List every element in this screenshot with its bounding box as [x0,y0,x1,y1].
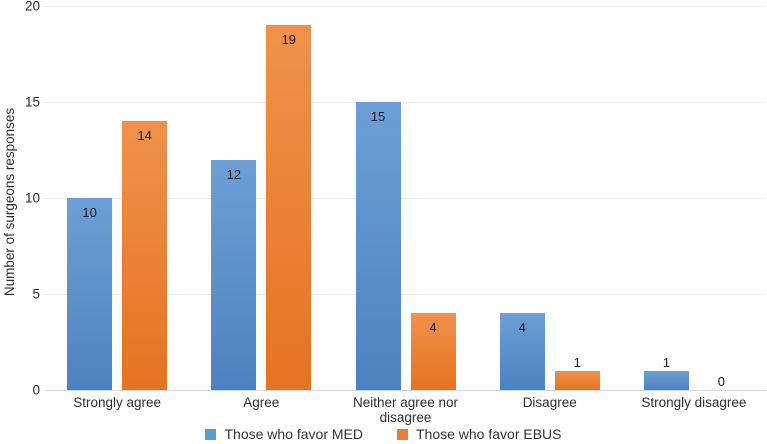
legend-label: Those who favor EBUS [415,426,562,442]
bar-value-label: 0 [717,374,726,389]
x-category-label: Agree [243,395,280,410]
bar: 1 [643,356,689,390]
y-tick-label-5: 5 [32,286,40,302]
bar: 1 [554,356,600,390]
bar-value-label: 1 [662,354,671,370]
plot-area: 10 14 12 19 15 4 4 1 1 0 [45,6,766,391]
bar-value-label: 4 [518,320,526,336]
x-category-label: Strongly agree [73,395,161,410]
bar: 14 [122,121,168,390]
y-tick-label-20: 20 [24,0,40,14]
x-axis: Strongly agree Agree Neither agree nor dis… [45,392,766,425]
legend-item: Those who favor MED [205,426,363,442]
bar-value-label: 12 [226,166,242,182]
bar-value-label: 14 [137,128,152,144]
gridline-y-20 [45,6,766,7]
y-axis: 0 5 10 15 20 [0,0,40,396]
legend-swatch-icon [205,428,217,440]
y-tick-label-0: 0 [32,382,40,398]
bar: 4 [499,313,545,390]
bar-group: 10 14 [45,6,189,390]
bar-group: 15 4 [333,6,477,390]
y-tick-label-15: 15 [24,94,40,110]
bar: 19 [266,25,312,390]
y-tick-label-10: 10 [24,190,40,206]
bar: 4 [410,313,456,390]
bar-value-label: 15 [370,109,386,124]
bar-group: 12 19 [189,6,333,390]
legend-item: Those who favor EBUS [396,426,562,442]
bar-value-label: 1 [573,354,581,370]
gridline-y-15 [45,102,766,103]
x-category-label: Strongly disagree [641,395,747,410]
legend-swatch-icon [396,428,408,440]
gridline-y-10 [45,198,766,199]
gridline-y-5 [45,294,766,295]
legend: Those who favor MED Those who favor EBUS [0,426,767,442]
bar: 12 [211,159,257,390]
bar-value-label: 4 [429,320,437,336]
legend-label: Those who favor MED [224,426,363,442]
bar: 10 [67,198,113,390]
x-category-label: Neither agree nor disagree [352,395,459,425]
bar: 15 [355,102,401,390]
x-category-label: Disagree [522,395,577,410]
bar-value-label: 10 [82,205,97,220]
bar-value-label: 19 [281,32,297,48]
